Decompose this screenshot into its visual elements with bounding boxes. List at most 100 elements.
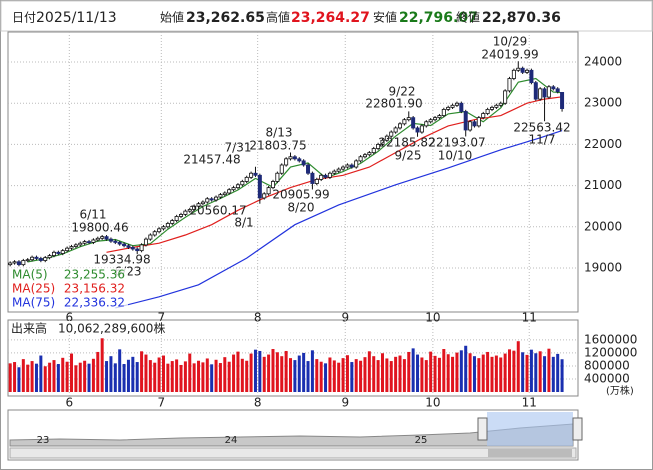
candle-body [349,164,354,168]
y-tick-label: 19000 [584,260,622,274]
bar [34,363,38,392]
bar [442,349,446,392]
bar [175,359,179,392]
candle-body [301,160,306,166]
candle-body [463,111,468,131]
bar [218,363,222,392]
bar [477,358,481,392]
candle-body [327,172,332,178]
candle-body [384,135,389,141]
candle-body [30,256,35,261]
x-tick-label: 6 [65,311,73,325]
candle-body [179,214,184,217]
candle-body [507,78,512,92]
bar [534,353,538,392]
candle-body [165,223,170,228]
legend-value: 22,336.32 [64,296,125,310]
candle-body [424,121,429,127]
candle-body [292,156,297,160]
candle-body [489,106,494,110]
bar [236,351,240,392]
candle-body [143,238,148,246]
bar [332,360,336,392]
bar [21,359,25,392]
bar [512,350,516,392]
candle-body [270,181,275,189]
candle-body [218,194,223,198]
x-tick-label: 10 [425,311,440,325]
candle-body [73,244,78,247]
bar [328,357,332,392]
bar [245,360,249,392]
navigator-selection[interactable] [487,412,573,446]
date: 2025/11/13 [36,10,117,26]
bar [122,364,126,392]
candle-body [235,184,240,189]
candle-body [135,248,140,252]
candle-body [398,123,403,129]
legend-name: MA(5) [12,268,48,282]
bar [516,341,520,392]
bar [508,349,512,392]
x-tick-label: 8 [254,396,262,410]
bar [232,354,236,392]
bar [166,363,170,392]
legend-value: 23,156.32 [64,282,125,296]
candle-body [126,245,131,248]
candle-body [60,250,65,254]
bar [464,345,468,392]
candle-body [183,210,188,215]
bar [271,349,275,392]
candle-body [222,192,227,196]
close: 22,870.36 [482,10,561,26]
bar [363,357,367,392]
y-tick-label: 800000 [584,358,630,372]
candle-body [209,198,214,201]
candle-body [91,239,96,243]
bar [109,356,113,392]
candle-body [161,226,166,230]
scrollbar[interactable] [9,447,577,459]
candle-body [240,181,245,186]
bar [538,351,542,392]
bar [91,358,95,392]
candle-body [345,164,350,168]
bar [376,360,380,392]
bar [140,351,144,392]
bar [455,352,459,392]
candle-body [69,246,74,249]
annotation: 22801.90 [365,97,422,111]
candle-body [525,69,530,73]
bar [170,361,174,392]
bar [306,361,310,392]
bar [100,338,104,392]
bar [214,359,218,392]
low: 22,796.07 [399,10,478,26]
x-tick-label: 7 [157,311,165,325]
navigator-handle[interactable] [477,417,488,441]
x-tick-label: 9 [341,311,349,325]
candle-body [25,259,30,262]
y-unit: (万株) [606,384,634,397]
bar [78,362,82,392]
date-label: 日付 [12,11,36,25]
annotation: 10/29 [493,35,528,49]
candle-body [419,125,424,133]
bar [411,348,415,392]
volume-label-bg [9,321,169,335]
candle-body [446,106,451,110]
candle-body [8,262,13,266]
candle-body [428,119,433,123]
bar [135,362,139,392]
navigator-handle[interactable] [572,417,583,441]
candle-body [47,255,52,259]
volume-panel [7,319,579,397]
candle-body [371,148,376,154]
scrollbar-thumb[interactable] [488,449,572,457]
bar [459,350,463,392]
candle-body [389,131,394,137]
open: 23,262.65 [186,10,265,26]
candle-body [511,69,516,79]
bar [52,360,56,392]
bar [210,364,214,392]
